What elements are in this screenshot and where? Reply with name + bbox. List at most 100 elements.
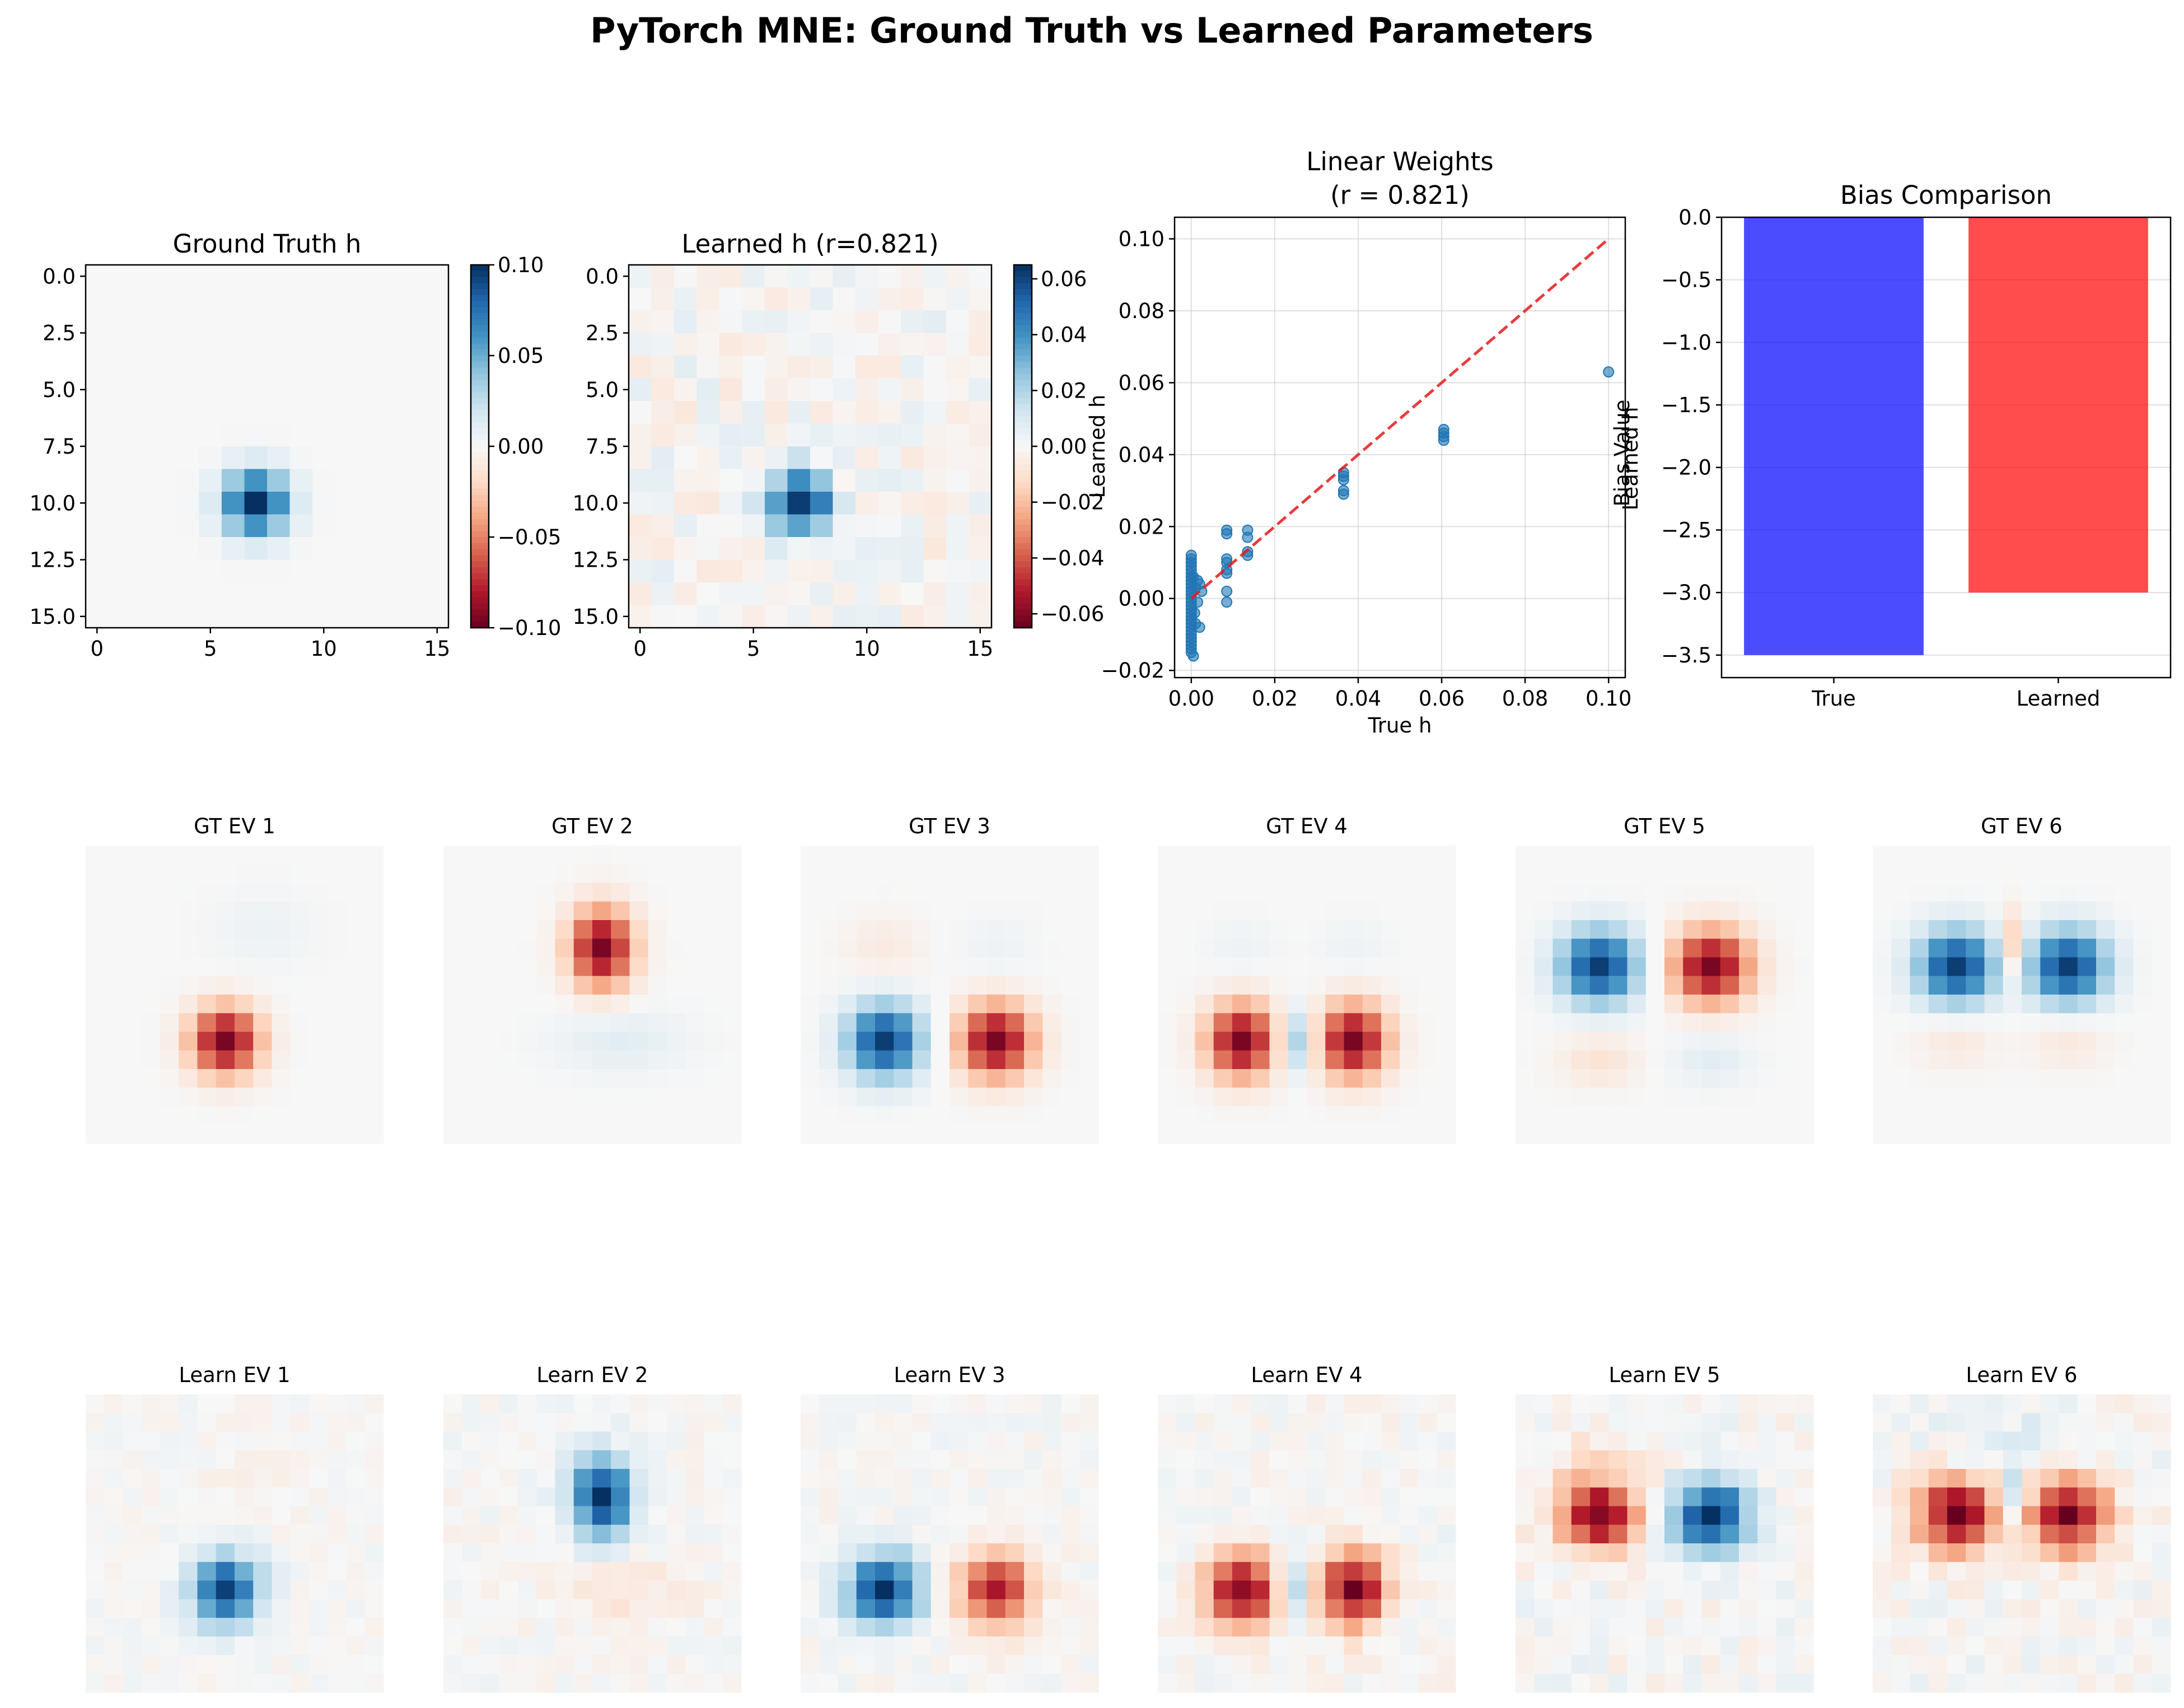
eigenvector-cell — [536, 1088, 556, 1107]
eigenvector-cell — [328, 1032, 347, 1051]
eigenvector-cell — [838, 920, 857, 939]
eigenvector-cell — [290, 1032, 310, 1051]
eigenvector-cell — [1873, 1124, 1892, 1144]
heatmap-cell — [380, 559, 404, 583]
eigenvector-cell — [1362, 1032, 1382, 1051]
heatmap-cell — [969, 310, 992, 334]
eigenvector-cell — [1079, 939, 1099, 958]
eigenvector-cell — [2022, 1673, 2041, 1693]
eigenvector-cell — [364, 1088, 384, 1107]
eigenvector-cell — [2133, 1450, 2153, 1469]
eigenvector-cell — [950, 1543, 969, 1562]
eigenvector-cell — [1079, 957, 1099, 977]
eigenvector-cell — [499, 864, 518, 884]
eigenvector-cell — [1590, 1431, 1609, 1451]
eigenvector-cell — [1269, 1088, 1289, 1107]
eigenvector-cell — [722, 939, 742, 958]
heatmap-cell — [222, 265, 245, 288]
heatmap-cell — [855, 537, 879, 561]
scatter-point — [1221, 585, 1233, 597]
eigenvector-cell — [629, 1013, 649, 1033]
eigenvector-cell — [2115, 1487, 2134, 1507]
eigenvector-cell — [2040, 864, 2060, 884]
heatmap-cell — [380, 333, 404, 356]
heatmap-cell — [787, 605, 811, 628]
eigenvector-cell — [480, 1106, 500, 1126]
eigenvector-cell — [328, 1506, 347, 1525]
eigenvector-cell — [1176, 1050, 1196, 1070]
eigenvector-cell — [123, 995, 142, 1014]
eigenvector-cell — [1947, 1032, 1966, 1051]
eigenvector-cell — [1683, 1506, 1703, 1525]
eigenvector-cell — [1552, 1394, 1572, 1413]
eigenvector-cell — [912, 976, 932, 995]
eigenvector-cell — [1005, 1469, 1025, 1488]
eigenvector-cell — [2059, 1580, 2078, 1600]
eigenvector-cell — [1307, 1013, 1326, 1033]
eigenvector-cell — [2133, 1655, 2153, 1674]
colorbar-segment — [1014, 501, 1032, 507]
eigenvector-cell — [1176, 1673, 1196, 1693]
eigenvector-cell — [518, 957, 537, 977]
heatmap-cell — [289, 582, 313, 606]
heatmap-cell — [86, 582, 109, 606]
eigenvector-cell — [2022, 1050, 2041, 1070]
colorbar-tick-label: −0.10 — [498, 616, 561, 640]
heatmap-cell — [335, 423, 358, 447]
eigenvector-cell — [86, 939, 105, 958]
eigenvector-cell — [309, 1394, 328, 1413]
eigenvector-cell — [536, 1106, 556, 1126]
heatmap-cell — [696, 401, 720, 424]
eigenvector-cell — [1158, 1450, 1177, 1469]
heatmap-cell — [810, 469, 834, 492]
eigenvector-cell — [1005, 976, 1025, 995]
eigenvector-cell — [611, 864, 630, 884]
eigenvector-cell — [1947, 1599, 1966, 1618]
eigenvector-cell — [592, 1506, 611, 1525]
eigenvector-cell — [1381, 1543, 1400, 1562]
colorbar-segment — [471, 555, 489, 562]
colorbar-segment — [471, 609, 489, 616]
eigenvector-cell — [272, 1599, 291, 1618]
eigenvector-cell — [950, 1106, 969, 1126]
eigenvector-cell — [160, 1599, 179, 1618]
heatmap-cell — [403, 582, 427, 606]
eigenvector-cell — [1307, 1469, 1326, 1488]
y-tick-label: 0.02 — [1119, 515, 1165, 539]
eigenvector-cell — [875, 1088, 894, 1107]
eigenvector-cell — [499, 883, 518, 902]
eigenvector-cell — [1571, 1487, 1591, 1507]
heatmap-cell — [719, 265, 743, 288]
eigenvector-cell — [1325, 1394, 1345, 1413]
eigenvector-cell — [1590, 1673, 1609, 1693]
heatmap-cell — [969, 287, 992, 311]
eigenvector-cell — [1042, 1032, 1062, 1051]
heatmap-cell — [131, 582, 155, 606]
eigenvector-cell — [1590, 1069, 1609, 1088]
eigenvector-cell — [1910, 995, 1929, 1014]
eigenvector-cell — [346, 1431, 366, 1451]
eigenvector-cell — [179, 1506, 198, 1525]
heatmap-cell — [923, 287, 947, 311]
eigenvector-cell — [290, 1524, 310, 1544]
eigenvector-cell — [518, 1562, 537, 1581]
eigenvector-cell — [1873, 1618, 1892, 1637]
eigenvector-cell — [2022, 1450, 2041, 1469]
eigenvector-cell — [2040, 995, 2060, 1014]
colorbar-segment — [1014, 391, 1032, 399]
eigenvector-cell — [141, 1543, 161, 1562]
heatmap-cell — [923, 423, 947, 447]
eigenvector-cell — [2022, 1106, 2041, 1126]
eigenvector-cell — [667, 864, 686, 884]
eigenvector-cell — [1891, 1636, 1911, 1656]
eigenvector-cell — [2003, 1487, 2022, 1507]
eigenvector-cell — [1794, 1413, 1814, 1432]
eigenvector-cell — [1891, 1543, 1911, 1562]
eigenvector-cell — [1947, 1050, 1966, 1070]
eigenvector-cell — [1381, 1106, 1400, 1126]
eigenvector-cell — [1928, 1469, 1948, 1488]
y-tick-label: 7.5 — [43, 435, 76, 459]
eigenvector-cell — [1627, 864, 1647, 884]
eigenvector-cell — [1984, 846, 2004, 865]
eigenvector-cell — [1362, 1562, 1382, 1581]
